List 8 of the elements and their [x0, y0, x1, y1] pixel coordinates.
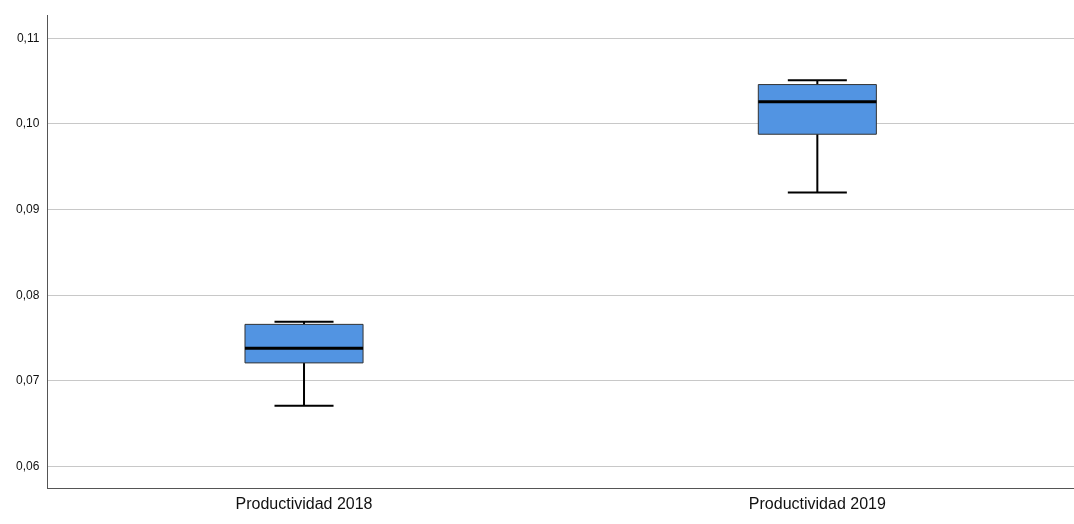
x-tick-label: Productividad 2018 — [235, 494, 373, 512]
y-tick-label: 0,08 — [16, 287, 40, 302]
y-tick-label: 0,11 — [16, 30, 40, 45]
x-tick-label: Productividad 2019 — [748, 494, 886, 512]
y-tick-label: 0,09 — [16, 201, 40, 216]
y-tick-label: 0,07 — [16, 373, 40, 388]
y-tick-label: 0,10 — [16, 116, 40, 131]
y-tick-label: 0,06 — [16, 458, 40, 473]
